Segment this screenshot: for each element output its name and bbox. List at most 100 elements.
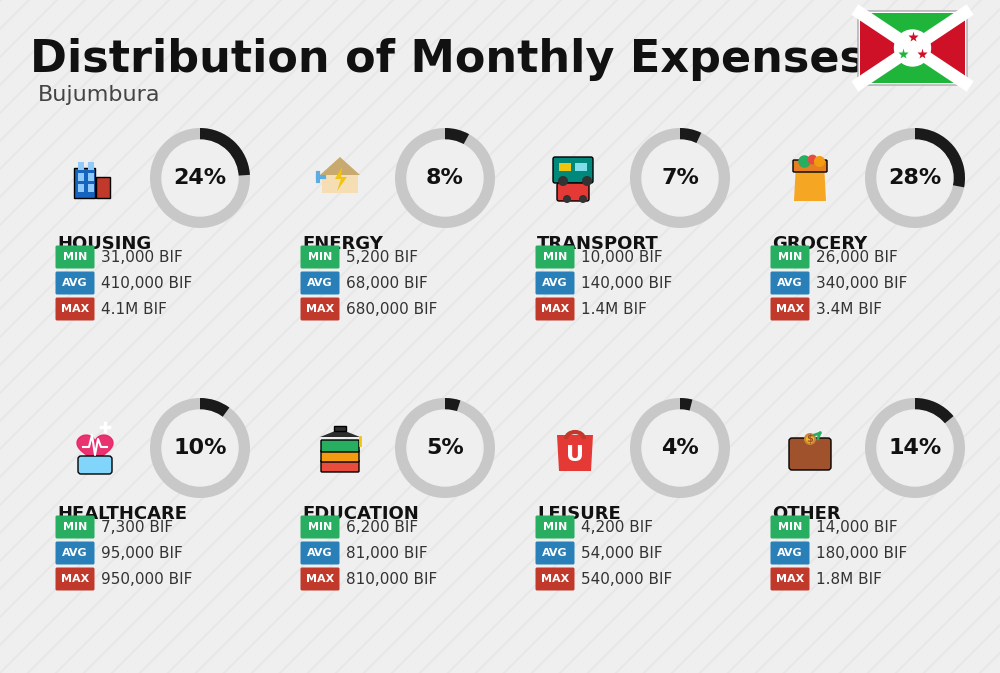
Bar bbox=[78, 173, 84, 181]
Text: ENERGY: ENERGY bbox=[302, 235, 383, 253]
Wedge shape bbox=[445, 128, 469, 145]
Wedge shape bbox=[915, 398, 954, 424]
Text: MIN: MIN bbox=[308, 252, 332, 262]
Polygon shape bbox=[322, 161, 358, 193]
Wedge shape bbox=[200, 398, 229, 417]
Text: 140,000 BIF: 140,000 BIF bbox=[581, 275, 672, 291]
Text: AVG: AVG bbox=[307, 278, 333, 288]
Text: 31,000 BIF: 31,000 BIF bbox=[101, 250, 183, 264]
Text: 7,300 BIF: 7,300 BIF bbox=[101, 520, 173, 534]
Text: 54,000 BIF: 54,000 BIF bbox=[581, 546, 663, 561]
FancyBboxPatch shape bbox=[770, 542, 810, 565]
FancyBboxPatch shape bbox=[536, 271, 574, 295]
Wedge shape bbox=[150, 128, 250, 228]
Circle shape bbox=[877, 410, 953, 486]
FancyBboxPatch shape bbox=[770, 297, 810, 320]
Wedge shape bbox=[630, 128, 730, 228]
Polygon shape bbox=[794, 163, 826, 201]
Text: 5%: 5% bbox=[426, 438, 464, 458]
Circle shape bbox=[642, 140, 718, 216]
Text: U: U bbox=[566, 445, 584, 465]
Text: MAX: MAX bbox=[776, 304, 804, 314]
Circle shape bbox=[806, 435, 814, 443]
Bar bbox=[860, 13, 965, 83]
Bar bbox=[88, 173, 94, 181]
Text: $: $ bbox=[807, 434, 813, 444]
Text: 10,000 BIF: 10,000 BIF bbox=[581, 250, 663, 264]
Text: 14,000 BIF: 14,000 BIF bbox=[816, 520, 898, 534]
FancyBboxPatch shape bbox=[56, 516, 94, 538]
Text: 540,000 BIF: 540,000 BIF bbox=[581, 571, 672, 586]
Text: MIN: MIN bbox=[308, 522, 332, 532]
Bar bbox=[559, 163, 571, 171]
Text: 81,000 BIF: 81,000 BIF bbox=[346, 546, 428, 561]
Wedge shape bbox=[865, 398, 965, 498]
Text: HOUSING: HOUSING bbox=[57, 235, 151, 253]
Text: MAX: MAX bbox=[61, 574, 89, 584]
FancyBboxPatch shape bbox=[793, 160, 827, 172]
Text: AVG: AVG bbox=[542, 548, 568, 558]
Polygon shape bbox=[77, 435, 113, 464]
Circle shape bbox=[558, 176, 568, 186]
FancyBboxPatch shape bbox=[56, 271, 94, 295]
Text: Bujumbura: Bujumbura bbox=[38, 85, 160, 105]
Text: MAX: MAX bbox=[541, 574, 569, 584]
Polygon shape bbox=[912, 13, 965, 83]
Text: MAX: MAX bbox=[61, 304, 89, 314]
Bar bbox=[78, 184, 84, 192]
Text: MIN: MIN bbox=[778, 522, 802, 532]
Text: GROCERY: GROCERY bbox=[772, 235, 867, 253]
Circle shape bbox=[162, 140, 238, 216]
Circle shape bbox=[563, 195, 571, 203]
FancyBboxPatch shape bbox=[553, 157, 593, 183]
Text: 340,000 BIF: 340,000 BIF bbox=[816, 275, 907, 291]
Text: 950,000 BIF: 950,000 BIF bbox=[101, 571, 192, 586]
FancyBboxPatch shape bbox=[56, 542, 94, 565]
FancyBboxPatch shape bbox=[56, 567, 94, 590]
FancyBboxPatch shape bbox=[770, 246, 810, 269]
Text: AVG: AVG bbox=[62, 278, 88, 288]
Text: MAX: MAX bbox=[776, 574, 804, 584]
FancyBboxPatch shape bbox=[770, 271, 810, 295]
FancyBboxPatch shape bbox=[536, 542, 574, 565]
Text: HEALTHCARE: HEALTHCARE bbox=[57, 505, 187, 523]
FancyBboxPatch shape bbox=[770, 567, 810, 590]
Wedge shape bbox=[630, 398, 730, 498]
FancyBboxPatch shape bbox=[300, 246, 340, 269]
Text: 68,000 BIF: 68,000 BIF bbox=[346, 275, 428, 291]
Text: Distribution of Monthly Expenses: Distribution of Monthly Expenses bbox=[30, 38, 866, 81]
Text: 1.8M BIF: 1.8M BIF bbox=[816, 571, 882, 586]
Text: 28%: 28% bbox=[888, 168, 942, 188]
Bar bbox=[78, 162, 84, 170]
Text: 7%: 7% bbox=[661, 168, 699, 188]
Bar bbox=[88, 162, 94, 170]
Text: 5,200 BIF: 5,200 BIF bbox=[346, 250, 418, 264]
Text: MIN: MIN bbox=[63, 522, 87, 532]
Text: AVG: AVG bbox=[777, 548, 803, 558]
Wedge shape bbox=[150, 398, 250, 498]
Circle shape bbox=[642, 410, 718, 486]
Wedge shape bbox=[395, 398, 495, 498]
Text: 810,000 BIF: 810,000 BIF bbox=[346, 571, 437, 586]
Wedge shape bbox=[395, 128, 495, 228]
FancyBboxPatch shape bbox=[96, 177, 110, 199]
Polygon shape bbox=[557, 435, 593, 471]
Text: LEISURE: LEISURE bbox=[537, 505, 621, 523]
Text: MIN: MIN bbox=[543, 252, 567, 262]
Text: AVG: AVG bbox=[542, 278, 568, 288]
Polygon shape bbox=[320, 157, 360, 175]
Text: AVG: AVG bbox=[777, 278, 803, 288]
FancyBboxPatch shape bbox=[300, 516, 340, 538]
FancyBboxPatch shape bbox=[321, 460, 359, 472]
Text: 24%: 24% bbox=[173, 168, 227, 188]
FancyBboxPatch shape bbox=[56, 246, 94, 269]
FancyBboxPatch shape bbox=[858, 11, 967, 85]
Text: 95,000 BIF: 95,000 BIF bbox=[101, 546, 183, 561]
FancyBboxPatch shape bbox=[536, 246, 574, 269]
Bar bbox=[88, 184, 94, 192]
Circle shape bbox=[804, 433, 816, 445]
Wedge shape bbox=[680, 128, 701, 143]
Circle shape bbox=[162, 410, 238, 486]
Polygon shape bbox=[860, 13, 965, 48]
FancyBboxPatch shape bbox=[789, 438, 831, 470]
